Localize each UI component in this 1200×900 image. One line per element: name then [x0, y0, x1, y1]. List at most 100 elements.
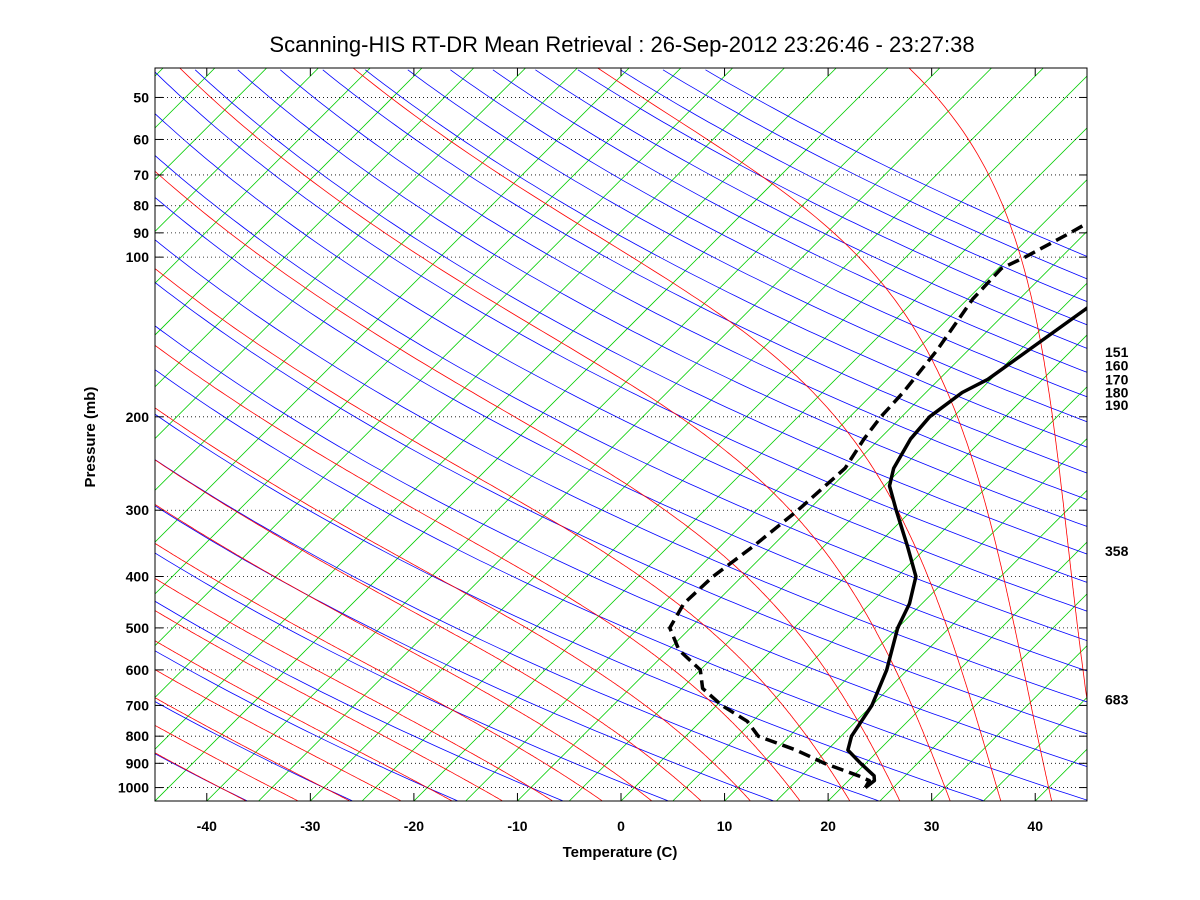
moist-adiabat: [179, 68, 951, 801]
y-tick-label: 900: [126, 755, 150, 771]
moist-adiabat: [352, 68, 1002, 801]
isotherm-line: [672, 386, 1087, 801]
moist-adiabat: [155, 268, 851, 801]
dry-adiabat: [155, 154, 1087, 642]
dry-adiabat: [0, 70, 142, 801]
dry-adiabat: [705, 69, 1087, 257]
moist-adiabat: [155, 610, 503, 801]
x-tick-label: -10: [507, 818, 527, 834]
isotherm-line: [155, 68, 889, 801]
x-axis-label: Temperature (C): [563, 844, 678, 861]
isotherm-line: [568, 282, 1087, 801]
y-tick-label: 600: [126, 662, 150, 678]
dry-adiabat: [155, 325, 1087, 767]
y-tick-label: 80: [133, 198, 149, 214]
moist-adiabat: [155, 669, 402, 801]
dry-adiabat: [155, 413, 985, 801]
moist-adiabat: [155, 170, 901, 801]
isotherm-line: [879, 593, 1087, 801]
y-tick-label: 60: [133, 131, 149, 147]
dry-adiabat: [662, 69, 1087, 280]
isotherm-line: [206, 68, 941, 801]
moist-adiabat: [908, 68, 1087, 703]
y-axis-label: Pressure (mb): [82, 387, 99, 488]
isotherm-line: [155, 68, 733, 647]
level-annotation: 160: [1105, 357, 1129, 373]
x-tick-label: 0: [617, 818, 625, 834]
y-tick-label: 400: [126, 568, 150, 584]
x-tick-label: -40: [197, 818, 217, 834]
isotherm-line: [361, 75, 1087, 801]
isotherm-line: [827, 541, 1087, 801]
y-axis: 1000 900 800 700 600 500 400 300 200 100 90 80 70 60 5…: [118, 89, 1087, 796]
moist-adiabat: [155, 577, 553, 801]
y-tick-label: 90: [133, 225, 149, 241]
moist-adiabat: [597, 68, 1053, 801]
dry-adiabat: [620, 69, 1087, 303]
dry-adiabat: [155, 459, 880, 801]
y-tick-label: 200: [126, 409, 150, 425]
isotherm-line: [310, 68, 1044, 801]
y-tick-label: 500: [126, 620, 150, 636]
dry-adiabat: [450, 69, 1087, 398]
isotherm-line: [724, 437, 1087, 801]
isotherm-line: [931, 645, 1087, 801]
x-tick-label: -30: [300, 818, 320, 834]
isotherm-line: [155, 68, 785, 699]
level-annotation: 170: [1105, 371, 1129, 387]
isotherm-line: [1086, 800, 1087, 801]
x-tick-label: 40: [1027, 818, 1043, 834]
isotherm-line: [155, 68, 475, 388]
dry-adiabat: [155, 113, 1087, 612]
dry-adiabat: [155, 369, 1087, 801]
dry-adiabat: [155, 282, 1087, 735]
y-tick-label: 70: [133, 167, 149, 183]
isotherm-line: [413, 127, 1087, 801]
level-annotation: 683: [1105, 692, 1129, 708]
dry-adiabat: [155, 196, 1087, 672]
profile-curves: [668, 221, 1087, 789]
dry-adiabat: [237, 69, 1087, 527]
isotherm-line: [155, 68, 682, 595]
level-annotation: 151: [1105, 344, 1129, 360]
dry-adiabat: [194, 69, 1087, 555]
isotherm-line: [0, 68, 60, 801]
isotherm-line: [155, 68, 630, 543]
isotherm-line: [155, 68, 837, 750]
dry-adiabat: [577, 69, 1087, 326]
isotherm-line: [155, 68, 423, 336]
y-tick-label: 50: [133, 89, 149, 105]
background-lines: [0, 68, 1200, 801]
dewpoint-profile: [668, 221, 1087, 789]
isotherm-line: [258, 68, 992, 801]
moist-adiabat: [155, 407, 751, 801]
y-tick-label: 700: [126, 697, 150, 713]
dry-adiabat: [0, 70, 37, 801]
moist-adiabat: [155, 752, 247, 801]
isotherm-line: [983, 696, 1087, 801]
x-tick-label: 20: [820, 818, 836, 834]
x-axis: -40 -30 -20 -10 0 10 20 30 40: [197, 68, 1043, 834]
level-annotation: 358: [1105, 543, 1129, 559]
moist-adiabat: [155, 724, 299, 801]
dry-adiabat: [155, 650, 459, 801]
pressure-gridlines: [155, 97, 1087, 788]
temperature-profile: [846, 306, 1087, 789]
y-tick-label: 100: [126, 249, 150, 265]
moist-adiabat: [155, 542, 603, 801]
isotherm-line: [465, 179, 1087, 801]
isotherm-line: [155, 68, 371, 284]
x-tick-label: 10: [717, 818, 733, 834]
isotherm-line: [155, 68, 526, 440]
isotherm-line: [517, 230, 1087, 801]
dry-adiabat: [155, 71, 1087, 583]
moist-adiabat: [155, 640, 453, 801]
moist-adiabat: [155, 503, 653, 801]
y-tick-label: 300: [126, 502, 150, 518]
isotherm-line: [0, 68, 8, 801]
dry-adiabat: [155, 505, 774, 801]
isotherm-line: [1139, 68, 1200, 801]
dry-adiabat: [280, 69, 1087, 500]
